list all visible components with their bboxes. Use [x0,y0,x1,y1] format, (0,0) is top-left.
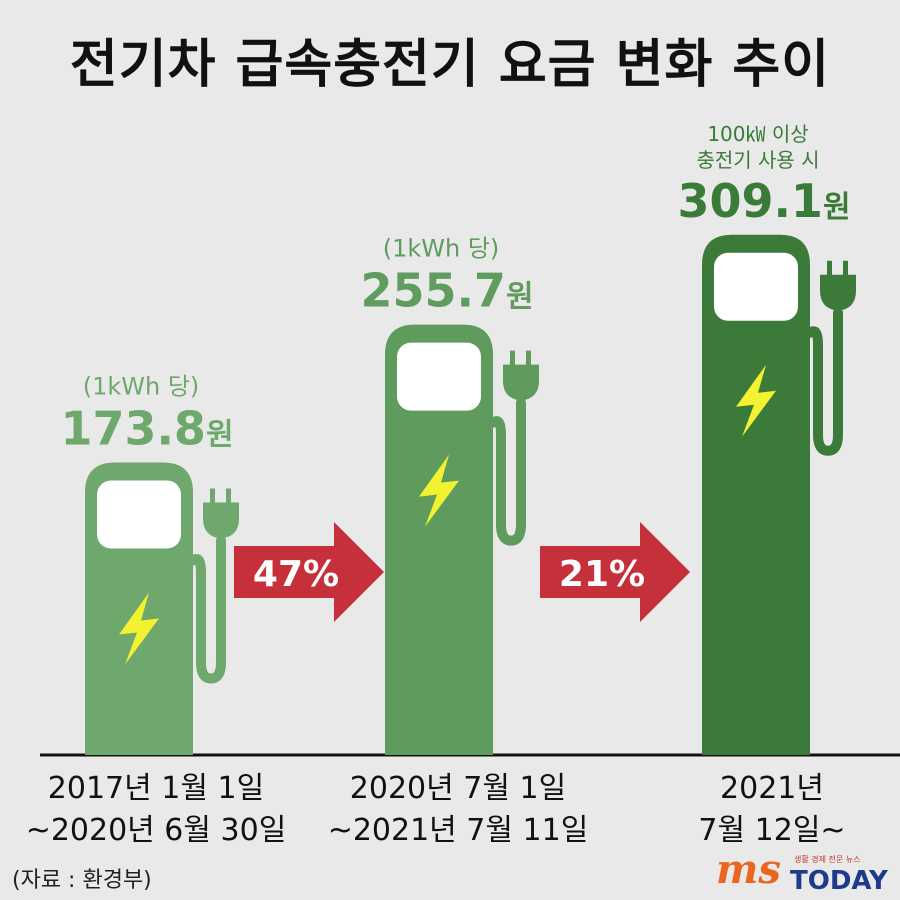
note-label-3: 100㎾ 이상 [707,122,808,146]
plug-icon [203,502,239,539]
plug-icon [820,274,856,311]
x-tick-label-3: 2021년 7월 12일~ [698,771,846,848]
plug-icon [503,364,539,401]
lightning-icon [419,454,459,527]
cable-1 [188,535,226,684]
cable-2 [488,397,526,546]
bar-2 [385,324,493,755]
change-label-2: 21% [559,554,645,595]
plug-prong [526,350,531,367]
cable-3 [805,307,843,456]
chart-title: 전기차 급속충전기 요금 변화 추이 [69,35,831,95]
x-tick-label-2: 2020년 7월 1일 ~2021년 7월 11일 [327,771,589,848]
publisher-logo: ms 생활 경제 전문 뉴스 TODAY [716,846,896,896]
logo-brand: ms [716,846,781,893]
plug-prong [843,260,848,277]
note-label-3: 충전기 사용 시 [696,148,819,172]
plug-prong [510,350,515,367]
note-label-1: (1kWh 당) [83,372,200,400]
data-label-1: 173.8원 [60,401,233,455]
screen-1 [97,480,181,549]
plug-prong [827,260,832,277]
data-label-3: 309.1원 [677,174,850,228]
plug-prong [226,488,231,505]
change-arrow-2 [540,522,690,622]
note-label-2: (1kWh 당) [383,235,500,263]
change-label-1: 47% [253,554,339,595]
logo-tagline: 생활 경제 전문 뉴스 [794,855,861,864]
change-arrow-1 [234,522,384,622]
source-note: (자료 : 환경부) [12,868,152,893]
bar-3 [702,234,810,756]
screen-2 [397,342,481,411]
plug-prong [210,488,215,505]
data-label-2: 255.7원 [360,264,533,318]
x-tick-label-1: 2017년 1월 1일 ~2020년 6월 30일 [25,771,287,848]
lightning-icon [119,592,159,665]
logo-name: TODAY [790,866,888,896]
lightning-icon [736,364,776,437]
screen-3 [714,252,798,321]
